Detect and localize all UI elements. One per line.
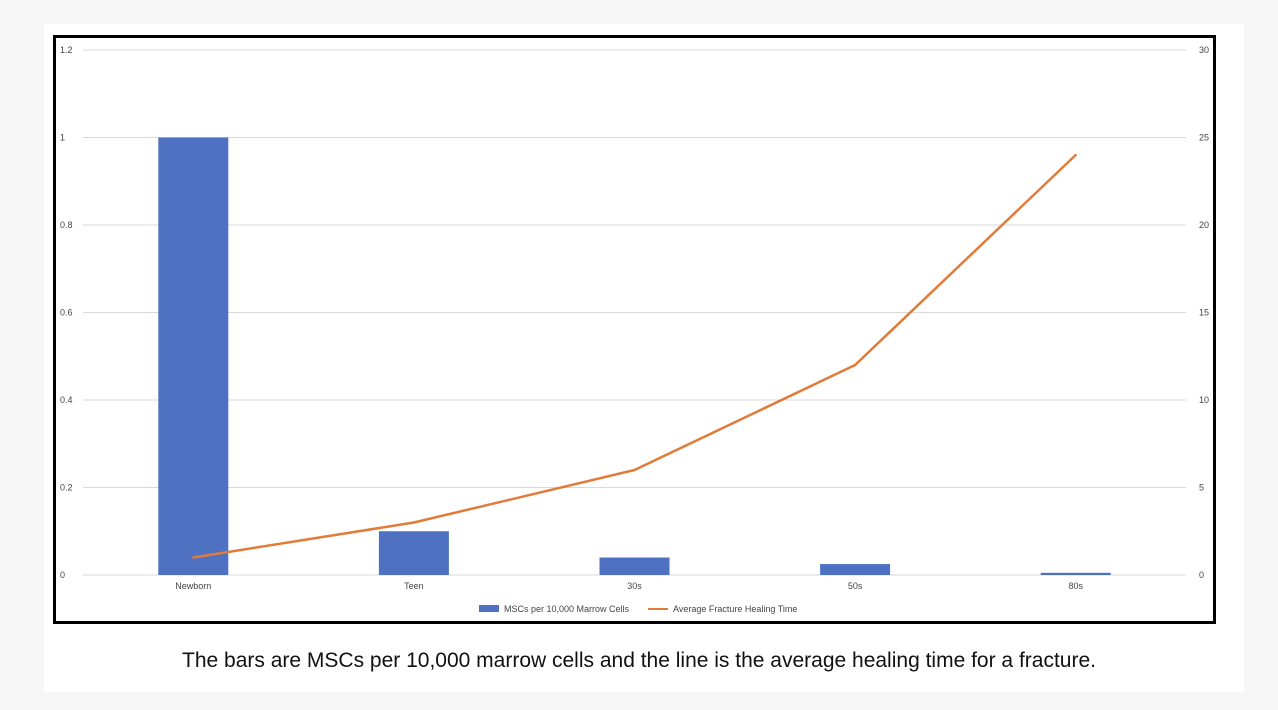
- bar: [820, 564, 891, 575]
- line-series: [192, 153, 1077, 559]
- bar: [599, 557, 670, 575]
- right-tick-label: 10: [1199, 395, 1209, 405]
- left-tick-label: 0: [60, 570, 65, 580]
- line-point: [412, 521, 416, 524]
- right-tick-label: 25: [1199, 133, 1209, 143]
- legend-bar-swatch: [479, 605, 499, 612]
- line-point: [853, 363, 857, 367]
- right-tick-label: 20: [1199, 220, 1209, 230]
- right-tick-label: 15: [1199, 308, 1209, 318]
- bar: [378, 531, 449, 575]
- bar: [1040, 572, 1111, 575]
- left-tick-label: 1.2: [60, 45, 73, 55]
- line-path: [193, 154, 1077, 559]
- left-tick-label: 0.2: [60, 483, 73, 493]
- legend-bar-label: MSCs per 10,000 Marrow Cells: [504, 604, 630, 614]
- left-tick-label: 1: [60, 133, 65, 143]
- bar-series: [158, 137, 1111, 575]
- x-tick-label: 50s: [848, 581, 863, 591]
- bar: [158, 137, 229, 575]
- legend: MSCs per 10,000 Marrow Cells Average Fra…: [479, 604, 797, 614]
- gridlines: [83, 49, 1186, 576]
- right-tick-label: 30: [1199, 45, 1209, 55]
- x-tick-label: 80s: [1068, 581, 1083, 591]
- line-point: [1074, 153, 1077, 157]
- right-tick-label: 0: [1199, 570, 1204, 580]
- left-tick-label: 0.6: [60, 308, 73, 318]
- left-tick-label: 0.8: [60, 220, 73, 230]
- combo-chart: 0 0.2 0.4 0.6 0.8 1 1.2 0 5 10 15 20 25 30 Newborn Te…: [60, 45, 1209, 614]
- chart-caption: The bars are MSCs per 10,000 marrow cell…: [182, 649, 1096, 672]
- left-tick-label: 0.4: [60, 395, 73, 405]
- x-tick-label: 30s: [627, 581, 642, 591]
- left-axis-ticks: 0 0.2 0.4 0.6 0.8 1 1.2: [60, 45, 73, 580]
- line-point: [633, 468, 636, 472]
- line-point: [192, 556, 195, 559]
- chart-frame: 0 0.2 0.4 0.6 0.8 1 1.2 0 5 10 15 20 25 30 Newborn Te…: [53, 35, 1216, 624]
- right-axis-ticks: 0 5 10 15 20 25 30: [1199, 45, 1209, 580]
- legend-line-label: Average Fracture Healing Time: [673, 604, 797, 614]
- x-tick-label: Teen: [404, 581, 424, 591]
- x-axis-labels: Newborn Teen 30s 50s 80s: [175, 581, 1083, 591]
- right-tick-label: 5: [1199, 483, 1204, 493]
- x-tick-label: Newborn: [175, 581, 211, 591]
